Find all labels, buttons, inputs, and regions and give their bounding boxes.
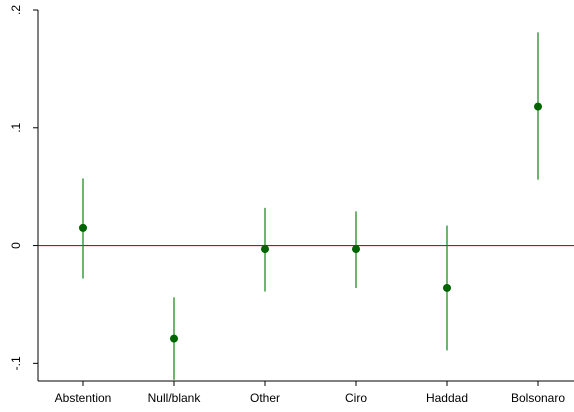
data-marks [79, 32, 542, 380]
y-tick-label: -.1 [9, 356, 23, 370]
point-estimate [261, 245, 269, 254]
point-estimate [352, 245, 360, 254]
y-tick-label: 0 [9, 242, 23, 249]
y-tick-labels: -.1 0 .1 .2 [9, 5, 38, 370]
y-tick-label: .1 [9, 122, 23, 132]
x-tick-label: Abstention [55, 391, 112, 405]
x-tick-label: Bolsonaro [511, 391, 565, 405]
y-tick-label: .2 [9, 5, 23, 15]
x-tick-labels: Abstention Null/blank Other Ciro Haddad Bolso… [55, 381, 565, 405]
point-estimate [534, 102, 542, 111]
point-estimate [443, 283, 451, 292]
x-tick-label: Haddad [426, 391, 468, 405]
point-estimate [79, 223, 87, 232]
axes [37, 10, 574, 382]
x-tick-label: Other [250, 391, 280, 405]
point-estimate [170, 334, 178, 343]
x-tick-label: Ciro [345, 391, 367, 405]
x-tick-label: Null/blank [148, 391, 202, 405]
